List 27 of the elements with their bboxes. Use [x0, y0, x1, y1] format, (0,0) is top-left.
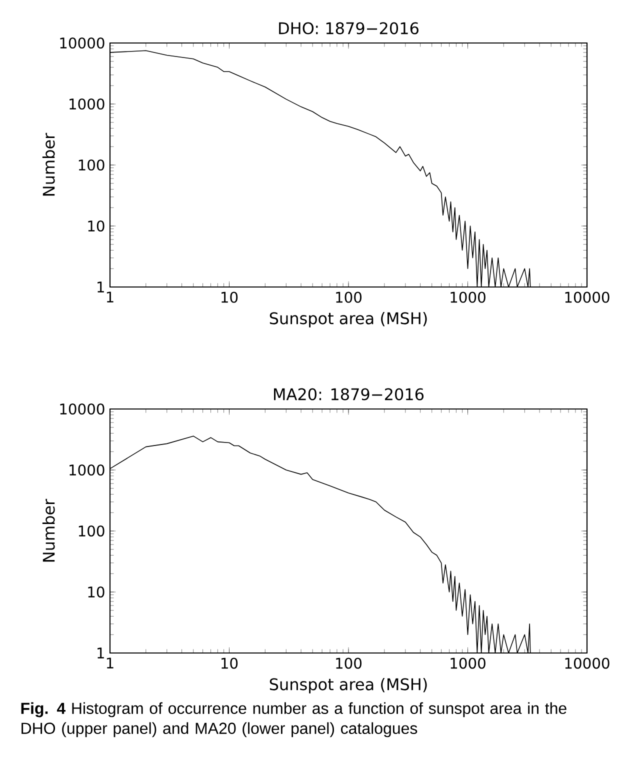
y-tick-label: 100 [78, 159, 104, 171]
x-tick-label: 1 [106, 292, 114, 302]
x-tick-label: 10000 [565, 658, 610, 669]
y-tick-label: 10 [88, 586, 104, 598]
y-tick-label: 1000 [70, 98, 104, 110]
y-tick-label: 1000 [70, 464, 104, 476]
x-tick-label: 1000 [450, 658, 486, 669]
x-tick-label: 10 [222, 292, 238, 303]
y-tick-label: 1 [98, 648, 104, 658]
y-tick-label: 10000 [60, 403, 104, 415]
chart-title: MA20: 1879−2016 [274, 388, 424, 400]
y-tick-label: 1 [98, 282, 104, 292]
x-tick-label: 100 [336, 292, 362, 303]
x-tick-label: 1 [106, 658, 114, 668]
x-axis-title: Sunspot area (MSH) [270, 678, 427, 694]
y-tick-label: 10 [88, 220, 104, 232]
x-tick-label: 100 [336, 658, 362, 669]
x-tick-label: 10000 [565, 292, 610, 303]
text: Fig. 4 Histogram of occurrence number as a function of sunspot area in the DHO (upper panel) and MA20 (lower panel) catalogues [21, 702, 566, 738]
chart-title: DHO: 1879−2016 [279, 22, 418, 34]
x-tick-label: 1000 [450, 292, 486, 303]
y-axis-title: Number [42, 132, 55, 196]
y-tick-label: 10000 [60, 37, 104, 49]
x-axis-title: Sunspot area (MSH) [270, 312, 427, 328]
x-tick-label: 10 [222, 658, 238, 669]
y-tick-label: 100 [78, 525, 104, 537]
y-axis-title: Number [42, 498, 55, 562]
